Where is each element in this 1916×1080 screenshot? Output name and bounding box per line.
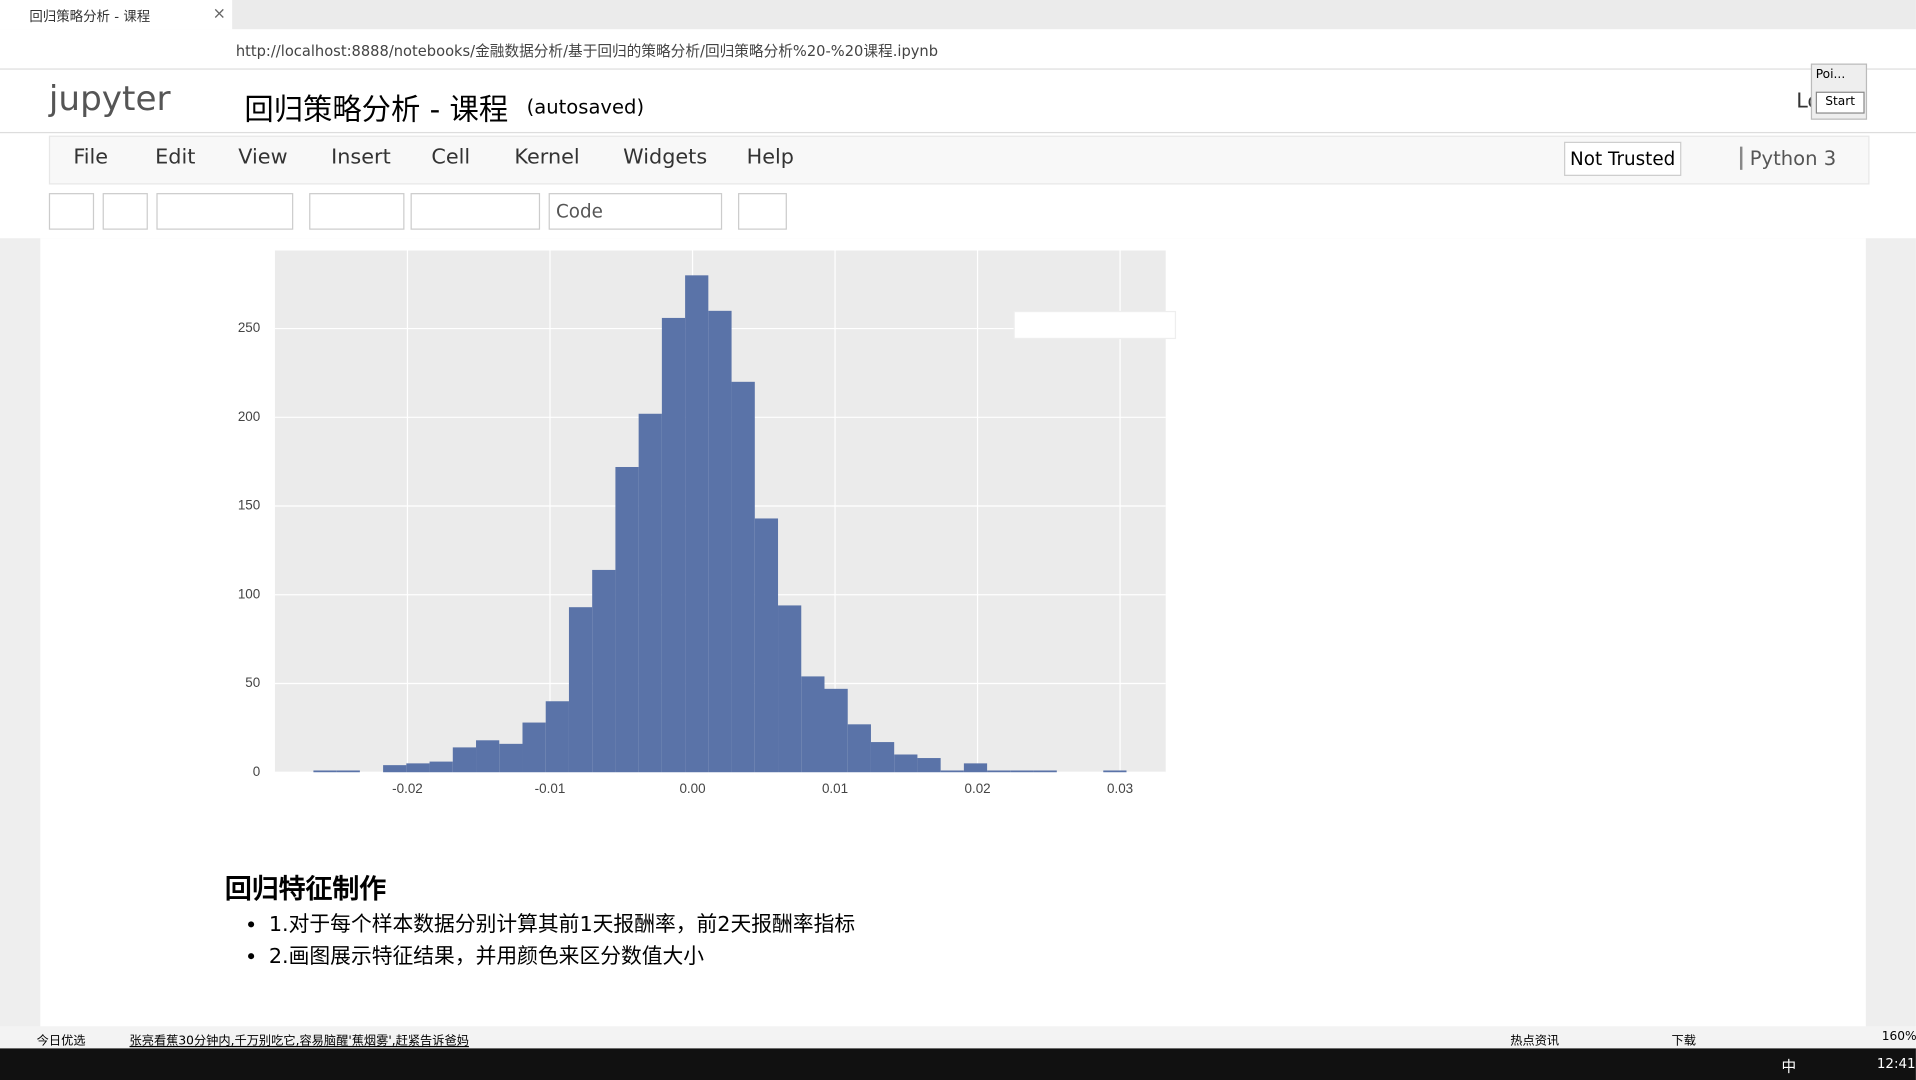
save-button[interactable] (48, 193, 95, 230)
bar (452, 747, 477, 773)
bar (615, 466, 639, 773)
bar (778, 605, 802, 773)
menu-item[interactable]: Widgets (623, 145, 708, 170)
y-tick-label: 200 (238, 409, 260, 424)
kernel-name: Python 3 (1739, 146, 1836, 170)
separator (0, 131, 1916, 134)
bar (476, 740, 500, 773)
bar (383, 765, 407, 773)
popup-title: Poi... (1815, 68, 1846, 82)
bar (987, 770, 1011, 773)
menu-item[interactable]: Cell (431, 145, 471, 170)
clock: 12:41 (1876, 1055, 1916, 1072)
address-bar (0, 29, 1916, 70)
trust-indicator[interactable]: Not Trusted (1564, 141, 1682, 176)
menu-item[interactable]: View (238, 145, 288, 170)
logo[interactable]: jupyter (48, 78, 171, 119)
menu-item[interactable]: Insert (331, 145, 391, 170)
bar (685, 275, 709, 773)
autosave-status: (autosaved) (526, 95, 645, 119)
status-left: 今日优选 (36, 1034, 86, 1049)
bar (545, 701, 569, 773)
bar (708, 310, 732, 773)
bar (406, 763, 430, 773)
news-link[interactable]: 张亮看蕉30分钟内,千万别吃它,容易脑醒'蕉烟雾',赶紧告诉爸妈 (129, 1034, 469, 1049)
run-buttons[interactable] (410, 193, 541, 230)
bar (499, 743, 523, 773)
modebar (1013, 310, 1177, 340)
notebook-title[interactable]: 回归策略分析 - 课程 (244, 92, 509, 128)
bullet-list: 1.对于每个样本数据分别计算其前1天报酬率，前2天报酬率指标 2.画图展示特征结… (220, 909, 855, 973)
bullet: 2.画图展示特征结果，并用颜色来区分数值大小 (269, 941, 855, 973)
bar (592, 569, 616, 773)
x-tick-label: 0.00 (679, 781, 705, 796)
tab-close[interactable]: × (212, 4, 226, 24)
menu-item[interactable]: Help (746, 145, 794, 170)
y-tick-label: 150 (238, 498, 260, 513)
cell-type-select[interactable]: Code (548, 193, 723, 230)
tab-title: 回归策略分析 - 课程 (29, 8, 151, 25)
ime[interactable]: 中 (1781, 1058, 1797, 1076)
section-heading: 回归特征制作 (224, 874, 387, 906)
x-tick-label: 0.01 (822, 781, 848, 796)
keyboard-button[interactable] (738, 193, 787, 230)
bar (801, 676, 825, 773)
bar (336, 770, 360, 773)
start-button[interactable]: Start (1815, 91, 1865, 114)
bar (661, 317, 686, 773)
x-tick-label: -0.02 (392, 781, 423, 796)
move-buttons[interactable] (309, 193, 405, 230)
bar (568, 607, 593, 773)
menu-item[interactable]: Edit (155, 145, 196, 170)
y-tick-label: 50 (245, 675, 260, 690)
bar (522, 722, 546, 773)
bar (1010, 770, 1034, 773)
bar (963, 763, 988, 773)
x-tick-label: -0.01 (535, 781, 566, 796)
bar (870, 742, 895, 773)
bar (638, 413, 662, 773)
download[interactable]: 下载 (1671, 1034, 1696, 1049)
bar (1033, 770, 1057, 773)
bar (824, 688, 848, 773)
bullet: 1.对于每个样本数据分别计算其前1天报酬率，前2天报酬率指标 (269, 909, 855, 941)
y-tick-label: 100 (238, 586, 260, 601)
y-tick-label: 250 (238, 320, 260, 335)
bar (917, 758, 941, 773)
taskbar (0, 1048, 1916, 1080)
bar (894, 754, 918, 773)
bar (847, 724, 871, 773)
x-tick-label: 0.03 (1107, 781, 1133, 796)
tab[interactable] (0, 0, 233, 30)
url[interactable]: http://localhost:8888/notebooks/金融数据分析/基… (235, 42, 939, 60)
bar (313, 770, 337, 773)
bar (754, 518, 779, 773)
bar (429, 761, 453, 773)
menu-item[interactable]: File (73, 145, 109, 170)
zoom: 160% (1881, 1030, 1916, 1044)
x-tick-label: 0.02 (964, 781, 990, 796)
bar (731, 381, 755, 773)
hot-news[interactable]: 热点资讯 (1510, 1034, 1560, 1049)
edit-buttons[interactable] (156, 193, 294, 230)
y-tick-label: 0 (253, 764, 260, 779)
bar (940, 770, 964, 773)
status-bar (0, 1026, 1916, 1049)
tab-bar (0, 0, 1916, 30)
menu-item[interactable]: Kernel (514, 145, 580, 170)
bar (1103, 770, 1127, 773)
add-button[interactable] (102, 193, 148, 230)
